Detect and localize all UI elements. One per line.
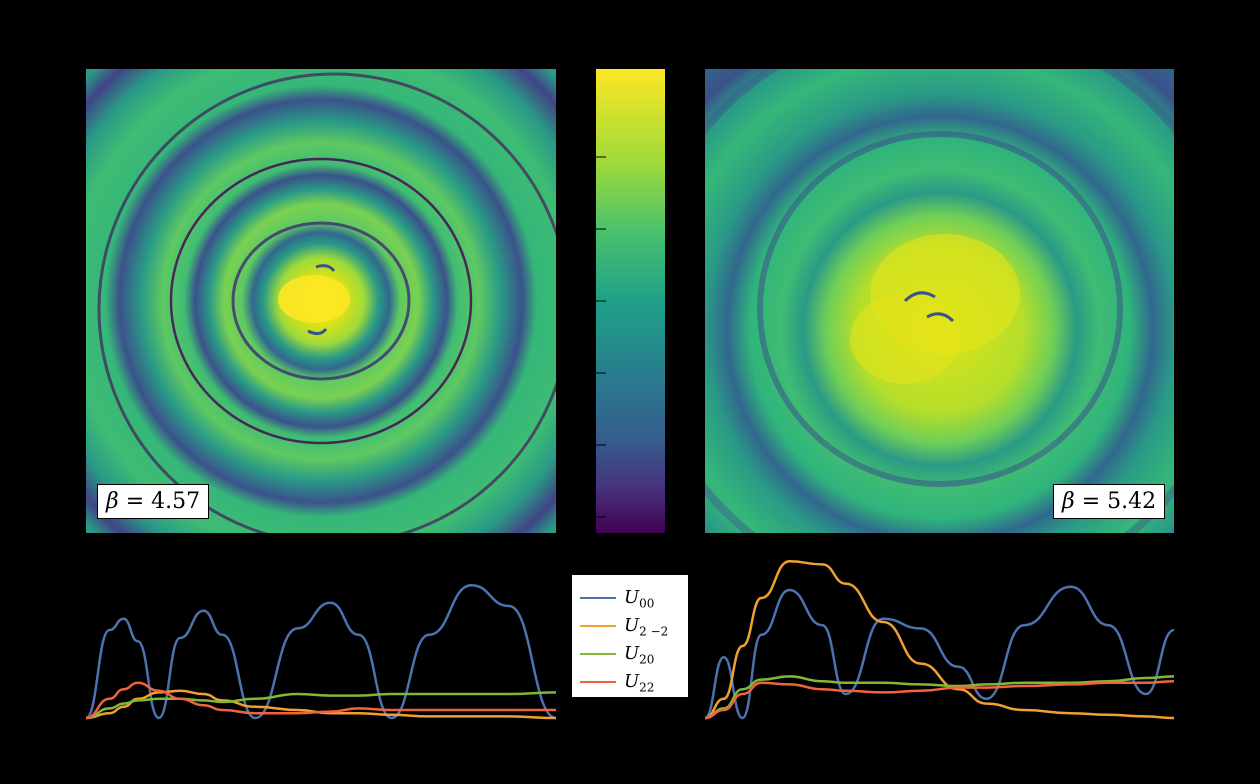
legend-sub-u00: 00 (639, 596, 655, 611)
line-left-series-u20 (86, 691, 556, 720)
beta-label-right: β = 5.42 (1053, 484, 1166, 519)
beta-equals-right: = (1081, 489, 1108, 514)
legend-base-u00: U (624, 587, 640, 608)
legend-sub-u20: 20 (639, 652, 655, 667)
heatmap-left (86, 69, 556, 533)
line-chart-left (86, 550, 556, 720)
heatmap-left-svg (86, 69, 556, 533)
line-left-series-u00 (86, 583, 556, 720)
line-right-series-u00 (705, 585, 1174, 720)
colorbar-svg (596, 69, 665, 533)
beta-symbol-left: β (106, 489, 119, 514)
legend-sub-u2-2: 2 −2 (639, 624, 669, 639)
legend-entry-u2-2: U2 −2 (580, 615, 684, 639)
line-right-series-u20 (705, 675, 1174, 720)
legend-swatch-u00 (580, 597, 616, 599)
legend-sub-u22: 22 (639, 680, 655, 695)
line-chart-right-svg (705, 559, 1174, 720)
line-chart-left-svg (86, 583, 556, 720)
beta-equals-left: = (125, 489, 152, 514)
legend-base-u22: U (624, 671, 640, 692)
beta-label-left: β = 4.57 (97, 484, 210, 519)
line-chart-right (705, 550, 1174, 720)
beta-symbol-right: β (1062, 489, 1075, 514)
heatmap-right (705, 69, 1174, 533)
line-left-series-u22 (86, 681, 556, 720)
legend-base-u2-2: U (624, 615, 640, 636)
legend-swatch-u2-2 (580, 625, 616, 627)
legend-entry-u00: U00 (580, 587, 684, 611)
colorbar (596, 69, 665, 533)
legend-swatch-u20 (580, 653, 616, 655)
legend: U00 U2 −2 U20 U22 (571, 574, 689, 698)
heatmap-right-svg (705, 69, 1174, 533)
line-right-series-u2-2 (705, 559, 1174, 720)
beta-value-left: 4.57 (151, 489, 201, 514)
legend-swatch-u22 (580, 681, 616, 683)
beta-value-right: 5.42 (1107, 489, 1157, 514)
legend-base-u20: U (624, 643, 640, 664)
legend-entry-u22: U22 (580, 671, 684, 695)
legend-entry-u20: U20 (580, 643, 684, 667)
line-right-series-u22 (705, 679, 1174, 720)
